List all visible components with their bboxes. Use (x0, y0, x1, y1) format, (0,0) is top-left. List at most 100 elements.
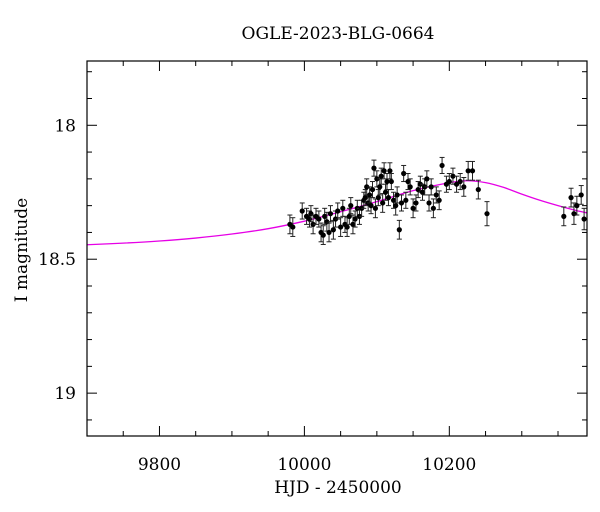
data-point (330, 219, 336, 240)
data-point (430, 198, 436, 219)
data-point (368, 197, 374, 215)
point-marker (372, 205, 379, 211)
y-axis-label: I magnitude (12, 198, 32, 302)
y-tick-label: 18 (54, 116, 76, 136)
point-marker (299, 208, 305, 214)
y-tick-label: 19 (54, 384, 76, 404)
axis-ticks: 9800 10000 10200 18 18.5 19 (38, 61, 587, 475)
data-point (371, 159, 377, 177)
data-point (436, 190, 442, 211)
data-point (439, 156, 445, 174)
point-marker (335, 208, 341, 214)
point-marker (382, 189, 389, 195)
data-point (382, 183, 389, 201)
point-marker (457, 178, 463, 185)
point-marker (574, 203, 580, 209)
point-marker (327, 211, 334, 217)
point-marker (430, 205, 436, 211)
data-point (290, 217, 296, 237)
point-marker (475, 186, 481, 193)
data-point (403, 191, 409, 209)
data-point (299, 202, 305, 220)
point-marker (484, 211, 490, 217)
data-point (461, 177, 467, 197)
data-point (326, 222, 332, 243)
data-point (287, 214, 293, 235)
data-point (316, 210, 322, 228)
point-marker (424, 176, 430, 182)
point-marker (367, 192, 373, 198)
point-marker (310, 221, 316, 227)
point-marker (428, 184, 434, 190)
point-marker (393, 203, 399, 209)
point-marker (405, 178, 411, 185)
point-marker (330, 227, 336, 233)
data-point (381, 162, 387, 180)
data-point (369, 181, 376, 199)
data-point (396, 219, 402, 240)
data-point (348, 197, 354, 215)
data-point (443, 175, 450, 193)
point-marker (396, 227, 402, 233)
point-marker (344, 224, 350, 230)
data-point (338, 217, 344, 237)
point-marker (326, 229, 332, 236)
data-point (446, 173, 452, 191)
point-marker (322, 213, 328, 219)
point-marker (403, 197, 409, 203)
data-point (320, 225, 326, 245)
point-marker (578, 192, 584, 198)
point-marker (364, 184, 370, 190)
point-marker (352, 216, 358, 222)
point-marker (338, 224, 344, 230)
data-point (313, 207, 319, 225)
data-point (387, 162, 393, 180)
data-point (378, 167, 384, 185)
point-marker (407, 184, 413, 190)
data-point (377, 178, 383, 196)
point-marker (394, 192, 400, 198)
data-point (407, 178, 413, 196)
point-marker (385, 195, 392, 201)
point-marker (461, 184, 467, 190)
point-marker (371, 165, 377, 171)
point-marker (450, 173, 456, 179)
data-points-group (287, 156, 587, 245)
data-point (374, 170, 380, 188)
y-tick-label: 18.5 (38, 250, 76, 270)
point-marker (465, 168, 471, 174)
data-point (398, 194, 405, 212)
point-marker (375, 195, 381, 201)
data-point (410, 198, 416, 219)
point-marker (290, 224, 296, 230)
point-marker (410, 205, 416, 211)
point-marker (316, 216, 322, 222)
point-marker (419, 189, 426, 195)
data-point (571, 202, 577, 225)
point-marker (436, 197, 442, 203)
point-marker (348, 203, 354, 209)
data-point (327, 205, 334, 223)
data-point (335, 202, 341, 220)
chart-title: OGLE-2023-BLG-0664 (242, 24, 435, 44)
point-marker (433, 192, 439, 198)
x-axis-label: HJD - 2450000 (274, 478, 402, 498)
point-marker (390, 197, 397, 203)
data-point (352, 210, 358, 228)
data-point (428, 178, 434, 196)
data-point (303, 207, 310, 225)
data-point (394, 186, 400, 204)
point-marker (426, 200, 432, 206)
point-marker (374, 176, 380, 182)
point-marker (369, 186, 376, 193)
data-point (457, 173, 463, 191)
point-marker (350, 221, 356, 227)
data-point (465, 160, 471, 181)
point-marker (340, 205, 346, 211)
point-marker (568, 195, 574, 201)
data-point (453, 175, 460, 193)
point-marker (439, 162, 445, 169)
point-marker (320, 232, 326, 238)
x-tick-label: 9800 (138, 455, 181, 475)
